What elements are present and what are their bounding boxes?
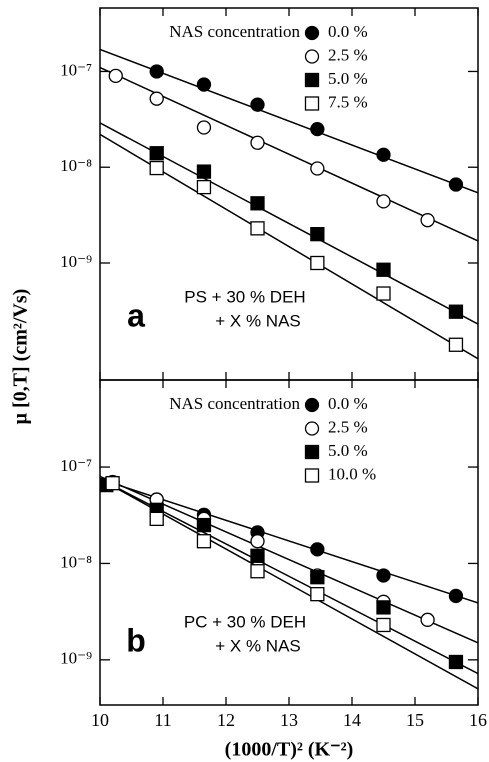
data-point [310,570,325,585]
legend-marker [304,72,320,88]
data-point [376,600,391,615]
data-point [149,91,164,106]
plot-frame [99,379,479,706]
data-point [448,177,464,192]
data-point [420,213,435,228]
x-tick-label: 12 [217,710,235,730]
data-point [250,564,265,579]
y-tick-label: 10⁻⁹ [60,252,92,271]
data-point [310,227,325,242]
plot-area [100,474,478,690]
data-point [310,255,325,271]
legend-marker [304,468,320,483]
y-tick-label: 10⁻⁹ [60,649,92,668]
legend-marker [304,397,320,413]
x-tick-label: 16 [469,710,487,730]
data-point [196,517,212,533]
y-tick-label: 10⁻⁷ [60,456,92,475]
legend-label: 10.0 % [328,464,376,483]
legend-marker [304,25,320,41]
y-tick-label: 10⁻⁷ [60,60,92,79]
legend-marker [304,49,320,64]
legend-label: 0.0 % [328,22,368,41]
legend-marker [304,444,320,460]
data-point [108,68,123,83]
data-point [250,221,265,236]
annotation: PS + 30 % DEH [184,287,305,306]
data-point [448,588,464,604]
data-point [105,476,120,491]
legend-label: 0.0 % [328,394,368,413]
x-axis-label: (1000/T)² (K⁻²) [225,739,354,761]
data-point [448,654,464,670]
data-point [196,164,212,179]
plot-area [100,48,478,360]
annotation: + X % NAS [215,311,301,330]
data-point [448,304,464,319]
x-tick-label: 15 [406,710,424,730]
panel-letter: a [127,297,145,333]
data-point [420,612,435,627]
data-point [310,587,325,602]
y-axis-label: μ [0,T] (cm²/Vs) [10,289,32,425]
x-tick-label: 13 [280,710,298,730]
data-point [376,286,391,301]
legend-label: 2.5 % [328,45,368,64]
data-point [376,147,391,162]
legend-label: 5.0 % [328,69,368,88]
data-point [250,97,265,112]
annotation: PC + 30 % DEH [184,612,306,631]
data-point [448,337,464,352]
legend-title: NAS concentration [169,22,300,41]
data-point [250,534,265,549]
data-point [376,568,391,583]
data-point [196,77,212,92]
data-point [376,262,391,277]
annotation: + X % NAS [215,636,301,655]
legend-marker [304,421,320,436]
data-point [196,120,212,135]
y-tick-label: 10⁻⁸ [60,552,92,571]
data-point [250,196,265,211]
legend-label: 7.5 % [328,92,368,111]
data-point [376,617,391,633]
x-tick-label: 14 [343,710,361,730]
legend-title: NAS concentration [169,394,300,413]
x-tick-label: 10 [91,710,109,730]
legend-label: 5.0 % [328,441,368,460]
panel-letter: b [126,622,146,658]
data-point [196,179,212,195]
data-point [310,121,325,137]
data-point [250,548,265,563]
data-point [310,161,325,176]
legend-label: 2.5 % [328,417,368,436]
data-point [149,146,164,161]
data-point [250,135,265,150]
legend-marker [304,96,320,111]
data-point [376,194,391,209]
y-tick-label: 10⁻⁸ [60,156,92,175]
data-point [149,64,164,79]
x-tick-label: 11 [154,710,171,730]
data-point [196,534,212,549]
data-point [149,160,164,176]
data-point [149,511,164,527]
data-point [310,542,325,557]
